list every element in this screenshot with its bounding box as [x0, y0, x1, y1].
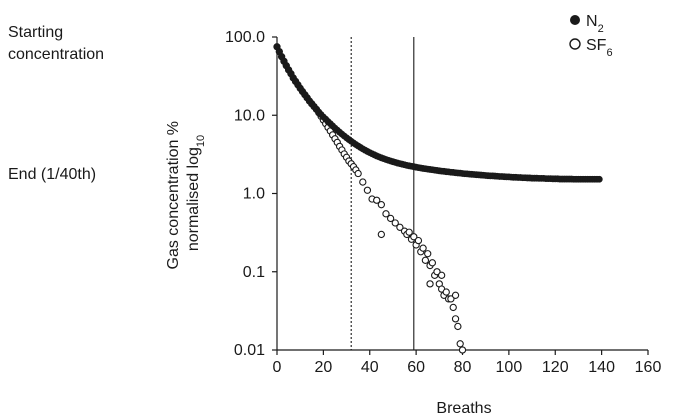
x-tick-label: 100 — [496, 359, 523, 376]
sf6-data-point — [377, 201, 385, 209]
x-tick-label: 160 — [635, 359, 662, 376]
y-tick-label: 1.0 — [243, 186, 265, 203]
legend-n2-sub: 2 — [598, 23, 604, 35]
y-axis-label-line1: Gas concentration % — [165, 121, 182, 270]
sf6-data-point — [414, 236, 423, 245]
legend-n2-marker — [570, 15, 580, 25]
sf6-data-point — [363, 186, 372, 194]
x-tick-label: 20 — [314, 359, 332, 376]
sf6-data-point — [405, 228, 413, 236]
y-tick-label: 0.1 — [243, 264, 265, 281]
sf6-data-point — [442, 288, 450, 296]
y-axis-label-line2: normalised log — [185, 147, 202, 251]
sf6-data-point — [424, 250, 432, 258]
sf6-data-point — [447, 295, 455, 303]
x-axis-label: Breaths — [436, 400, 491, 417]
legend-sf6-label: SF6 — [586, 37, 613, 59]
legend: N2 SF6 — [569, 13, 613, 59]
sf6-data-point — [419, 244, 427, 252]
y-tick-label: 100.0 — [225, 29, 265, 46]
starting-concentration-label: Starting concentration — [8, 22, 104, 66]
sf6-data-point — [449, 303, 457, 312]
sf6-data-point — [451, 315, 460, 323]
sf6-data-point — [433, 268, 441, 276]
legend-n2-label: N2 — [586, 13, 604, 35]
y-axis-label-subscript: 10 — [195, 135, 207, 147]
sf6-data-point — [373, 196, 381, 204]
x-tick-label: 0 — [273, 359, 282, 376]
x-tick-label: 60 — [407, 359, 425, 376]
sf6-data-point — [426, 280, 434, 288]
legend-n2-main: N — [586, 13, 598, 30]
sf6-data-point — [359, 178, 367, 186]
x-tick-label: 40 — [361, 359, 379, 376]
x-tick-label: 120 — [542, 359, 569, 376]
sf6-data-point — [386, 214, 395, 223]
sf6-data-point — [382, 210, 390, 218]
sf6-data-point — [391, 219, 399, 227]
legend-sf6-sub: 6 — [606, 47, 612, 59]
legend-sf6-marker — [569, 38, 581, 50]
legend-sf6-main: SF — [586, 37, 607, 54]
x-tick-label: 80 — [454, 359, 472, 376]
end-label: End (1/40th) — [8, 166, 97, 183]
n2-data-point — [595, 175, 603, 183]
starting-label-line1: Starting — [8, 24, 64, 41]
sf6-data-point — [451, 291, 460, 299]
sf6-data-point — [437, 271, 446, 279]
sf6-data-point — [456, 340, 464, 348]
sf6-data-point — [377, 230, 385, 239]
sf6-data-point — [454, 322, 462, 331]
x-tick-label: 140 — [588, 359, 615, 376]
series-n2 — [273, 43, 603, 183]
reference-lines — [350, 37, 415, 350]
sf6-data-point — [354, 169, 362, 178]
y-tick-label: 0.01 — [234, 342, 265, 359]
starting-label-line2: concentration — [8, 46, 105, 63]
axes: 0 20 40 60 80 100 120 140 160 100.0 10.0 1.0 0.1 0.01 — [225, 29, 661, 376]
sf6-data-point — [421, 256, 430, 264]
y-axis-label: Gas concentration % normalised log10 — [165, 117, 207, 270]
sf6-data-point — [396, 223, 404, 231]
sf6-data-point — [428, 259, 437, 267]
sf6-data-point — [410, 233, 418, 241]
sf6-data-point — [458, 346, 467, 354]
y-tick-label: 10.0 — [234, 107, 265, 124]
